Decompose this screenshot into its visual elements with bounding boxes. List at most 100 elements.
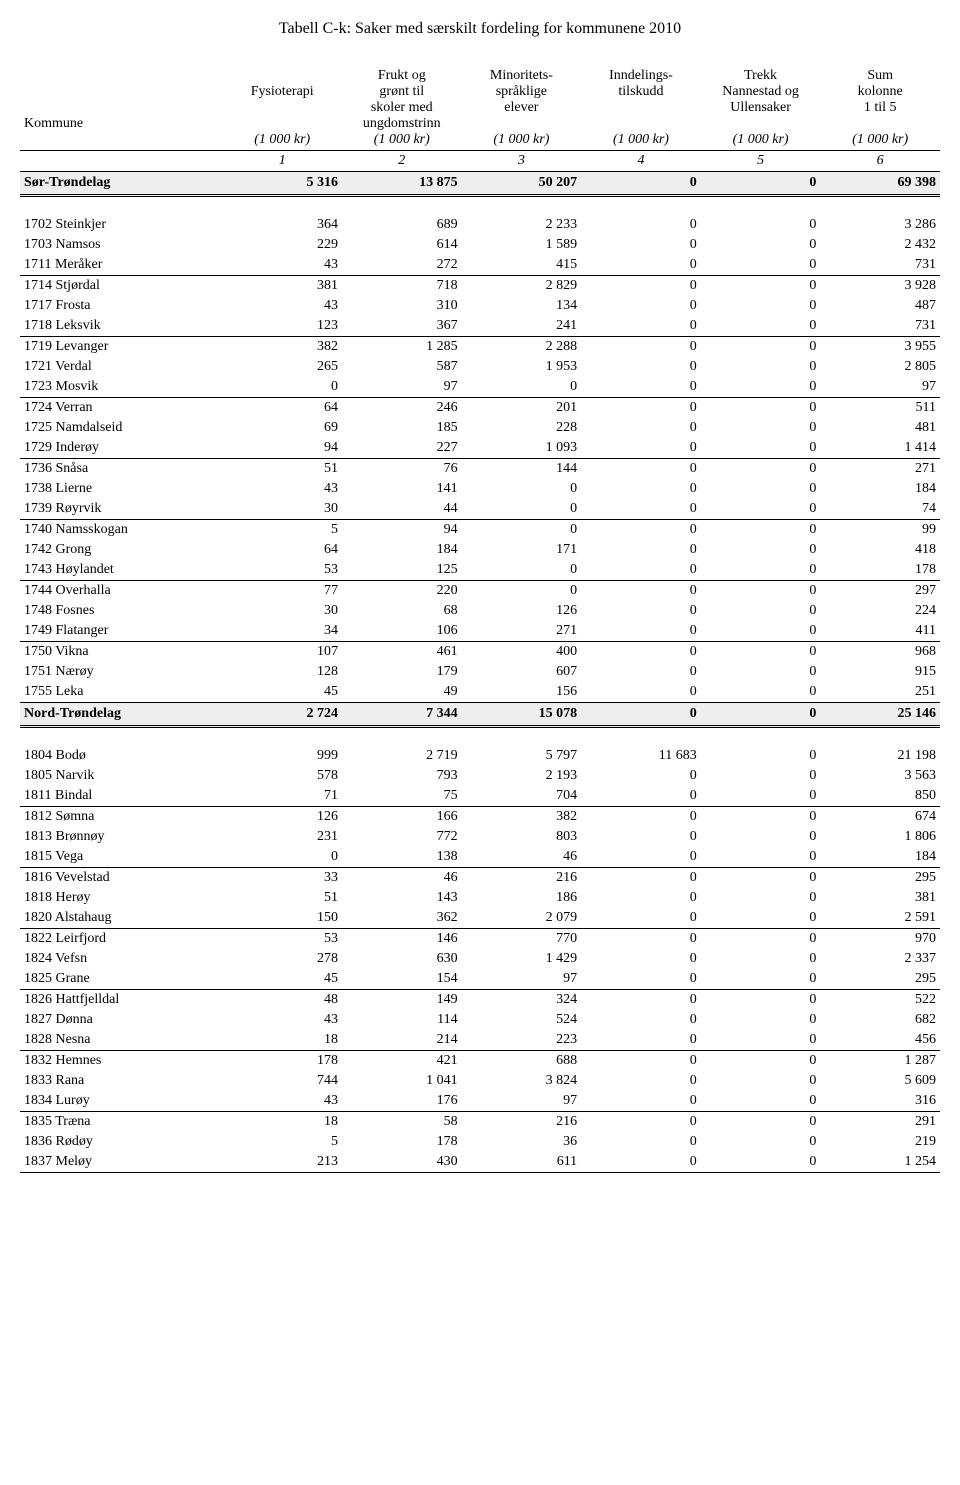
row-name: 1804 Bodø bbox=[20, 746, 222, 766]
row-value: 607 bbox=[462, 662, 582, 682]
row-value: 77 bbox=[222, 581, 342, 602]
row-value: 1 093 bbox=[462, 438, 582, 459]
row-value: 0 bbox=[581, 1051, 701, 1072]
row-name: 1717 Frosta bbox=[20, 296, 222, 316]
row-value: 0 bbox=[581, 1152, 701, 1173]
row-value: 0 bbox=[701, 868, 821, 889]
row-name: 1834 Lurøy bbox=[20, 1091, 222, 1112]
row-value: 0 bbox=[581, 1010, 701, 1030]
row-value: 0 bbox=[701, 929, 821, 950]
row-value: 0 bbox=[701, 969, 821, 990]
row-value: 295 bbox=[820, 868, 940, 889]
table-row: 1739 Røyrvik304400074 bbox=[20, 499, 940, 520]
row-value: 134 bbox=[462, 296, 582, 316]
row-value: 0 bbox=[581, 642, 701, 663]
colnum-4: 4 bbox=[581, 151, 701, 172]
table-row: 1717 Frosta4331013400487 bbox=[20, 296, 940, 316]
row-value: 126 bbox=[462, 601, 582, 621]
row-value: 227 bbox=[342, 438, 462, 459]
row-value: 1 806 bbox=[820, 827, 940, 847]
row-value: 731 bbox=[820, 316, 940, 337]
table-row: 1744 Overhalla77220000297 bbox=[20, 581, 940, 602]
row-value: 185 bbox=[342, 418, 462, 438]
row-value: 75 bbox=[342, 786, 462, 807]
table-row: 1702 Steinkjer3646892 233003 286 bbox=[20, 215, 940, 235]
row-value: 18 bbox=[222, 1112, 342, 1133]
row-value: 76 bbox=[342, 459, 462, 480]
row-value: 0 bbox=[581, 807, 701, 828]
row-value: 0 bbox=[701, 560, 821, 581]
row-value: 272 bbox=[342, 255, 462, 276]
row-value: 0 bbox=[581, 827, 701, 847]
row-value: 178 bbox=[222, 1051, 342, 1072]
row-value: 850 bbox=[820, 786, 940, 807]
unit-col-3: (1 000 kr) bbox=[462, 132, 582, 151]
row-name: 1750 Vikna bbox=[20, 642, 222, 663]
row-value: 0 bbox=[581, 296, 701, 316]
row-value: 94 bbox=[342, 520, 462, 541]
row-value: 179 bbox=[342, 662, 462, 682]
header-row-label: Kommune bbox=[20, 66, 222, 132]
row-value: 71 bbox=[222, 786, 342, 807]
row-name: 1736 Snåsa bbox=[20, 459, 222, 480]
row-value: 0 bbox=[701, 621, 821, 642]
header-col-5: TrekkNannestad ogUllensaker bbox=[701, 66, 821, 132]
row-value: 0 bbox=[701, 682, 821, 703]
row-value: 184 bbox=[820, 479, 940, 499]
row-value: 1 285 bbox=[342, 337, 462, 358]
row-value: 362 bbox=[342, 908, 462, 929]
row-value: 214 bbox=[342, 1030, 462, 1051]
subtotal-value: 0 bbox=[581, 703, 701, 727]
row-value: 0 bbox=[701, 520, 821, 541]
row-name: 1827 Dønna bbox=[20, 1010, 222, 1030]
row-name: 1703 Namsos bbox=[20, 235, 222, 255]
region-row: Sør-Trøndelag5 31613 87550 2070069 398 bbox=[20, 172, 940, 196]
unit-col-2: (1 000 kr) bbox=[342, 132, 462, 151]
row-value: 915 bbox=[820, 662, 940, 682]
row-value: 58 bbox=[342, 1112, 462, 1133]
row-value: 0 bbox=[581, 766, 701, 786]
header-col-4: Inndelings-tilskudd bbox=[581, 66, 701, 132]
row-value: 224 bbox=[820, 601, 940, 621]
table-row: 1816 Vevelstad334621600295 bbox=[20, 868, 940, 889]
row-value: 144 bbox=[462, 459, 582, 480]
row-value: 251 bbox=[820, 682, 940, 703]
table-row: 1825 Grane451549700295 bbox=[20, 969, 940, 990]
row-value: 0 bbox=[581, 357, 701, 377]
table-row: 1832 Hemnes178421688001 287 bbox=[20, 1051, 940, 1072]
table-row: 1826 Hattfjelldal4814932400522 bbox=[20, 990, 940, 1011]
row-name: 1815 Vega bbox=[20, 847, 222, 868]
row-value: 411 bbox=[820, 621, 940, 642]
row-value: 49 bbox=[342, 682, 462, 703]
row-value: 793 bbox=[342, 766, 462, 786]
row-value: 34 bbox=[222, 621, 342, 642]
row-value: 216 bbox=[462, 868, 582, 889]
row-value: 367 bbox=[342, 316, 462, 337]
row-value: 0 bbox=[581, 499, 701, 520]
row-value: 2 805 bbox=[820, 357, 940, 377]
row-value: 43 bbox=[222, 479, 342, 499]
row-value: 456 bbox=[820, 1030, 940, 1051]
row-value: 744 bbox=[222, 1071, 342, 1091]
table-row: 1828 Nesna1821422300456 bbox=[20, 1030, 940, 1051]
row-value: 0 bbox=[581, 601, 701, 621]
row-value: 400 bbox=[462, 642, 582, 663]
row-value: 64 bbox=[222, 398, 342, 419]
row-value: 461 bbox=[342, 642, 462, 663]
row-value: 0 bbox=[701, 908, 821, 929]
row-name: 1811 Bindal bbox=[20, 786, 222, 807]
row-value: 146 bbox=[342, 929, 462, 950]
row-value: 1 414 bbox=[820, 438, 940, 459]
row-value: 149 bbox=[342, 990, 462, 1011]
subtotal-value: 0 bbox=[701, 703, 821, 727]
row-value: 30 bbox=[222, 499, 342, 520]
row-value: 43 bbox=[222, 296, 342, 316]
row-value: 0 bbox=[581, 398, 701, 419]
row-value: 0 bbox=[701, 215, 821, 235]
row-value: 0 bbox=[701, 642, 821, 663]
row-value: 51 bbox=[222, 888, 342, 908]
row-value: 2 233 bbox=[462, 215, 582, 235]
row-value: 45 bbox=[222, 682, 342, 703]
row-name: 1816 Vevelstad bbox=[20, 868, 222, 889]
table-row: 1833 Rana7441 0413 824005 609 bbox=[20, 1071, 940, 1091]
